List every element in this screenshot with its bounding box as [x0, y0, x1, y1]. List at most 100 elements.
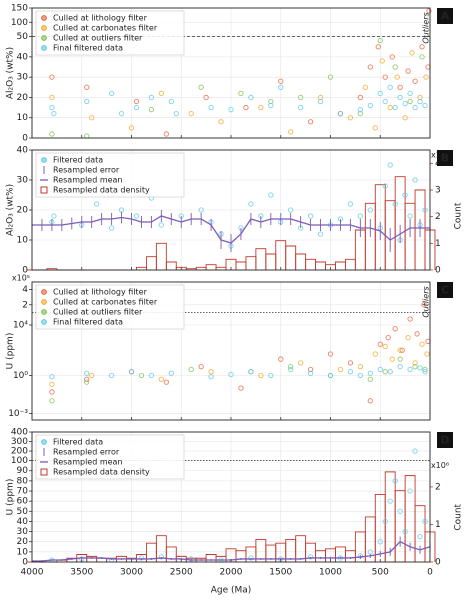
data-point: [49, 381, 55, 387]
data-point: [412, 448, 418, 454]
density-bin: [155, 242, 167, 270]
data-point: [407, 488, 413, 494]
data-point: [392, 201, 398, 207]
data-point: [337, 366, 344, 373]
data-point: [367, 370, 373, 376]
data-point: [158, 376, 165, 382]
data-point: [203, 94, 209, 101]
data-point: [377, 539, 383, 545]
density-bin: [295, 253, 307, 270]
legend-label: Culled at carbonates filter: [53, 298, 158, 307]
data-point: [49, 104, 55, 111]
y-axis-label: U (ppm): [6, 479, 16, 516]
data-point: [382, 518, 388, 525]
data-point: [51, 213, 57, 219]
legend-marker: [41, 309, 47, 315]
data-point: [84, 133, 90, 139]
data-point: [288, 129, 294, 135]
data-point: [278, 78, 284, 84]
y2-axis-label: Count: [454, 503, 464, 530]
data-point: [367, 398, 373, 404]
data-point: [347, 201, 354, 207]
data-point: [173, 111, 179, 117]
y-multiplier: x10⁵: [12, 274, 30, 283]
data-point: [382, 369, 388, 375]
legend-marker: [41, 15, 47, 21]
data-point: [84, 98, 90, 105]
y-tick-label: 4: [22, 285, 28, 295]
data-point: [422, 102, 428, 109]
legend-marker: [41, 35, 47, 41]
data-point: [278, 84, 284, 90]
panel-letter: A: [441, 10, 450, 23]
y-tick-label: 10: [17, 236, 29, 246]
y2-tick-label: 3: [435, 186, 441, 196]
y-tick-label: 2: [22, 300, 28, 310]
data-point: [422, 366, 428, 373]
x-tick-label: 1000: [319, 568, 342, 578]
data-point: [412, 177, 418, 183]
data-point: [118, 111, 125, 117]
data-point: [407, 316, 413, 322]
data-point: [307, 366, 314, 373]
data-point: [412, 360, 418, 366]
mean-line: [32, 215, 430, 244]
data-point: [392, 326, 398, 332]
x-tick-label: 500: [372, 568, 389, 578]
data-point: [94, 201, 100, 207]
density-bin: [315, 261, 326, 270]
legend-label: Final filtered data: [53, 44, 123, 53]
data-point: [407, 98, 413, 105]
data-point: [397, 364, 403, 370]
data-point: [357, 94, 363, 101]
y-tick-label: 10: [17, 113, 29, 123]
y-tick-label: 0: [22, 266, 28, 276]
legend-marker: [41, 439, 47, 445]
density-bin: [394, 176, 406, 270]
legend-label: Resampled mean: [53, 458, 123, 467]
y-tick-label: 50: [17, 507, 29, 517]
legend-label: Resampled mean: [53, 176, 123, 185]
data-point: [419, 341, 425, 347]
data-point: [188, 556, 194, 562]
data-point: [397, 84, 403, 90]
data-point: [422, 207, 428, 213]
data-point: [425, 64, 431, 70]
panel-badge: [437, 8, 453, 24]
data-point: [258, 104, 264, 111]
legend-label: Resampled error: [53, 166, 120, 175]
legend-label: Resampled data density: [53, 186, 150, 195]
panel-badge: [437, 150, 453, 166]
data-point: [347, 360, 354, 366]
legend-label: Resampled data density: [53, 468, 150, 477]
data-point: [268, 102, 274, 109]
data-point: [148, 106, 155, 113]
data-point: [307, 213, 314, 219]
data-point: [402, 100, 408, 107]
data-point: [402, 528, 408, 535]
data-point: [208, 104, 214, 111]
panel-badge: [437, 432, 453, 448]
data-point: [248, 369, 254, 375]
data-point: [297, 104, 304, 111]
density-bin: [245, 256, 257, 270]
y2-tick-label: 2: [435, 212, 441, 222]
data-point: [138, 555, 145, 561]
legend-marker: [40, 186, 48, 194]
data-point: [278, 356, 284, 362]
y-tick-label: 400: [11, 428, 28, 438]
data-point: [397, 94, 403, 101]
data-point: [389, 356, 395, 362]
y-tick-label: 30: [17, 527, 29, 537]
y2-tick-label: 0: [435, 266, 441, 276]
data-point: [148, 372, 155, 379]
data-point: [158, 222, 165, 228]
data-point: [163, 131, 169, 137]
data-point: [198, 364, 204, 370]
legend-label: Culled at lithology filter: [53, 288, 148, 297]
